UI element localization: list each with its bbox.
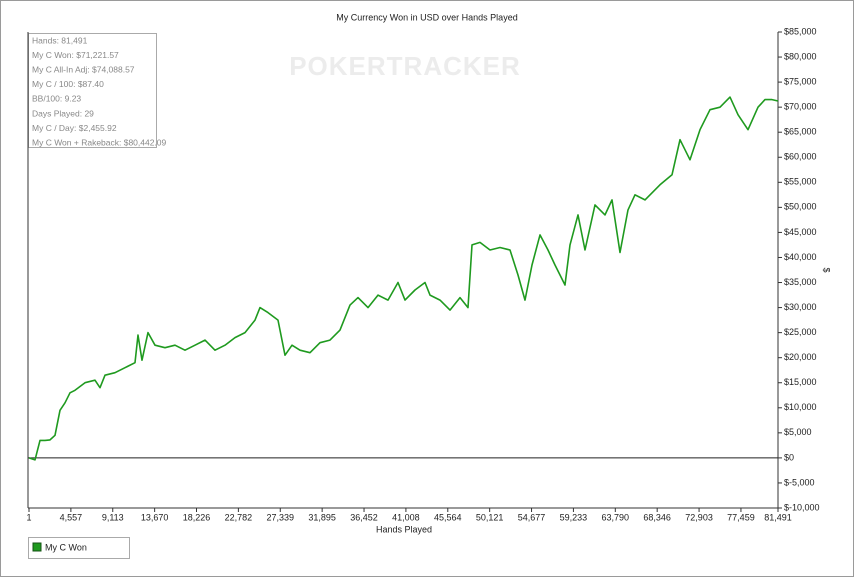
x-tick-label: 9,113 (102, 512, 124, 522)
x-tick-label: 22,782 (225, 512, 253, 522)
legend-box (28, 537, 130, 559)
y-tick-label: $70,000 (784, 102, 817, 112)
y-tick-label: $50,000 (784, 202, 817, 212)
y-tick-label: $10,000 (784, 402, 817, 412)
y-tick-label: $30,000 (784, 302, 817, 312)
y-tick-label: $20,000 (784, 352, 817, 362)
x-tick-label: 18,226 (183, 512, 211, 522)
x-tick-label: 81,491 (764, 512, 792, 522)
legend: My C Won (32, 542, 87, 552)
x-tick-label: 13,670 (141, 512, 169, 522)
info-line: My C Won: $71,221.57 (32, 50, 119, 60)
y-tick-label: $75,000 (784, 76, 817, 86)
x-tick-label: 77,459 (727, 512, 755, 522)
y-tick-label: $65,000 (784, 127, 817, 137)
info-line: BB/100: 9.23 (32, 94, 81, 104)
x-tick-label: 54,677 (518, 512, 546, 522)
x-tick-label: 50,121 (476, 512, 504, 522)
y-tick-label: $85,000 (784, 26, 817, 36)
legend-swatch (32, 542, 42, 552)
y-tick-label: $45,000 (784, 227, 817, 237)
x-tick-label: 36,452 (350, 512, 378, 522)
y-tick-label: $15,000 (784, 377, 817, 387)
y-tick-label: $25,000 (784, 327, 817, 337)
info-line: My C / Day: $2,455.92 (32, 123, 117, 133)
info-line: Hands: 81,491 (32, 35, 88, 45)
y-tick-label: $35,000 (784, 277, 817, 287)
watermark: POKERTRACKER (289, 51, 521, 81)
y-tick-label: $-5,000 (784, 477, 815, 487)
info-line: My C All-In Adj: $74,088.57 (32, 64, 135, 74)
x-tick-label: 45,564 (434, 512, 462, 522)
x-tick-label: 41,008 (392, 512, 420, 522)
y-tick-label: $40,000 (784, 252, 817, 262)
y-axis-label: $ (822, 267, 832, 272)
x-tick-label: 72,903 (685, 512, 713, 522)
series-line (28, 96, 779, 461)
x-axis-label: Hands Played (376, 524, 432, 534)
y-tick-label: $0 (784, 452, 794, 462)
x-tick-label: 68,346 (643, 512, 671, 522)
y-tick-label: $5,000 (784, 427, 812, 437)
y-tick-label: $55,000 (784, 177, 817, 187)
info-line: My C Won + Rakeback: $80,442.09 (32, 137, 167, 147)
y-tick-label: $80,000 (784, 51, 817, 61)
x-tick-label: 27,339 (267, 512, 295, 522)
info-box (28, 33, 157, 148)
x-tick-label: 4,557 (60, 512, 83, 522)
x-tick-label: 31,895 (308, 512, 336, 522)
info-group: Hands: 81,491 My C Won: $71,221.57 My C Al… (32, 35, 167, 147)
x-tick-label: 63,790 (602, 512, 630, 522)
x-tick-label: 59,233 (560, 512, 588, 522)
info-line: Days Played: 29 (32, 108, 94, 118)
x-tick-label: 1 (26, 512, 31, 522)
y-tick-label: $-10,000 (784, 502, 820, 512)
info-line: My C / 100: $87.40 (32, 79, 104, 89)
legend-label: My C Won (45, 542, 87, 552)
chart-title: My Currency Won in USD over Hands Played (336, 12, 517, 22)
y-tick-label: $60,000 (784, 152, 817, 162)
